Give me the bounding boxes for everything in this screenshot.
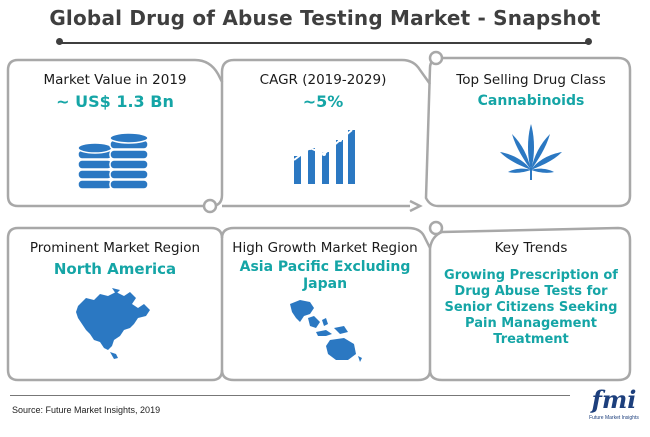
footer-divider	[10, 395, 570, 396]
key-trend-line-3: Senior Citizens Seeking	[444, 300, 618, 315]
card-heading: CAGR (2019-2029)	[259, 72, 387, 88]
growth-bar-chart-icon	[293, 129, 355, 184]
key-trend-line-2: Drug Abuse Tests for	[454, 284, 608, 299]
logo-text: fmi	[591, 385, 637, 414]
card-heading: Prominent Market Region	[29, 240, 201, 256]
card-heading: Key Trends	[494, 240, 568, 256]
fmi-logo: fmi Future Market Insights	[588, 387, 640, 431]
source-note: Source: Future Market Insights, 2019	[12, 405, 161, 415]
card-value-line-1: Asia Pacific Excluding	[239, 259, 411, 275]
key-trend-line-4: Pain Management	[465, 316, 597, 331]
key-trend-line-1: Growing Prescription of	[444, 268, 618, 283]
card-value-line-2: Japan	[302, 276, 348, 292]
card-value: North America	[53, 260, 177, 278]
coin-stacks-icon	[77, 132, 149, 190]
card-value: ~5%	[302, 92, 344, 111]
north-america-map-icon	[76, 288, 150, 359]
card-heading: Top Selling Drug Class	[456, 72, 606, 88]
page-title: Global Drug of Abuse Testing Market - Sn…	[49, 6, 601, 30]
card-value: ~ US$ 1.3 Bn	[56, 92, 174, 111]
title-underline-dot-left	[56, 38, 63, 45]
card-heading: High Growth Market Region	[232, 240, 418, 256]
key-trend-line-5: Treatment	[493, 332, 569, 347]
card-heading: Market Value in 2019	[43, 72, 187, 88]
title-underline-dot-right	[585, 38, 592, 45]
asia-pacific-map-icon	[290, 300, 362, 362]
title-underline	[60, 42, 588, 44]
logo-subtitle: Future Market Insights	[589, 415, 639, 421]
cannabis-leaf-icon	[500, 124, 562, 180]
card-value: Cannabinoids	[477, 93, 585, 109]
